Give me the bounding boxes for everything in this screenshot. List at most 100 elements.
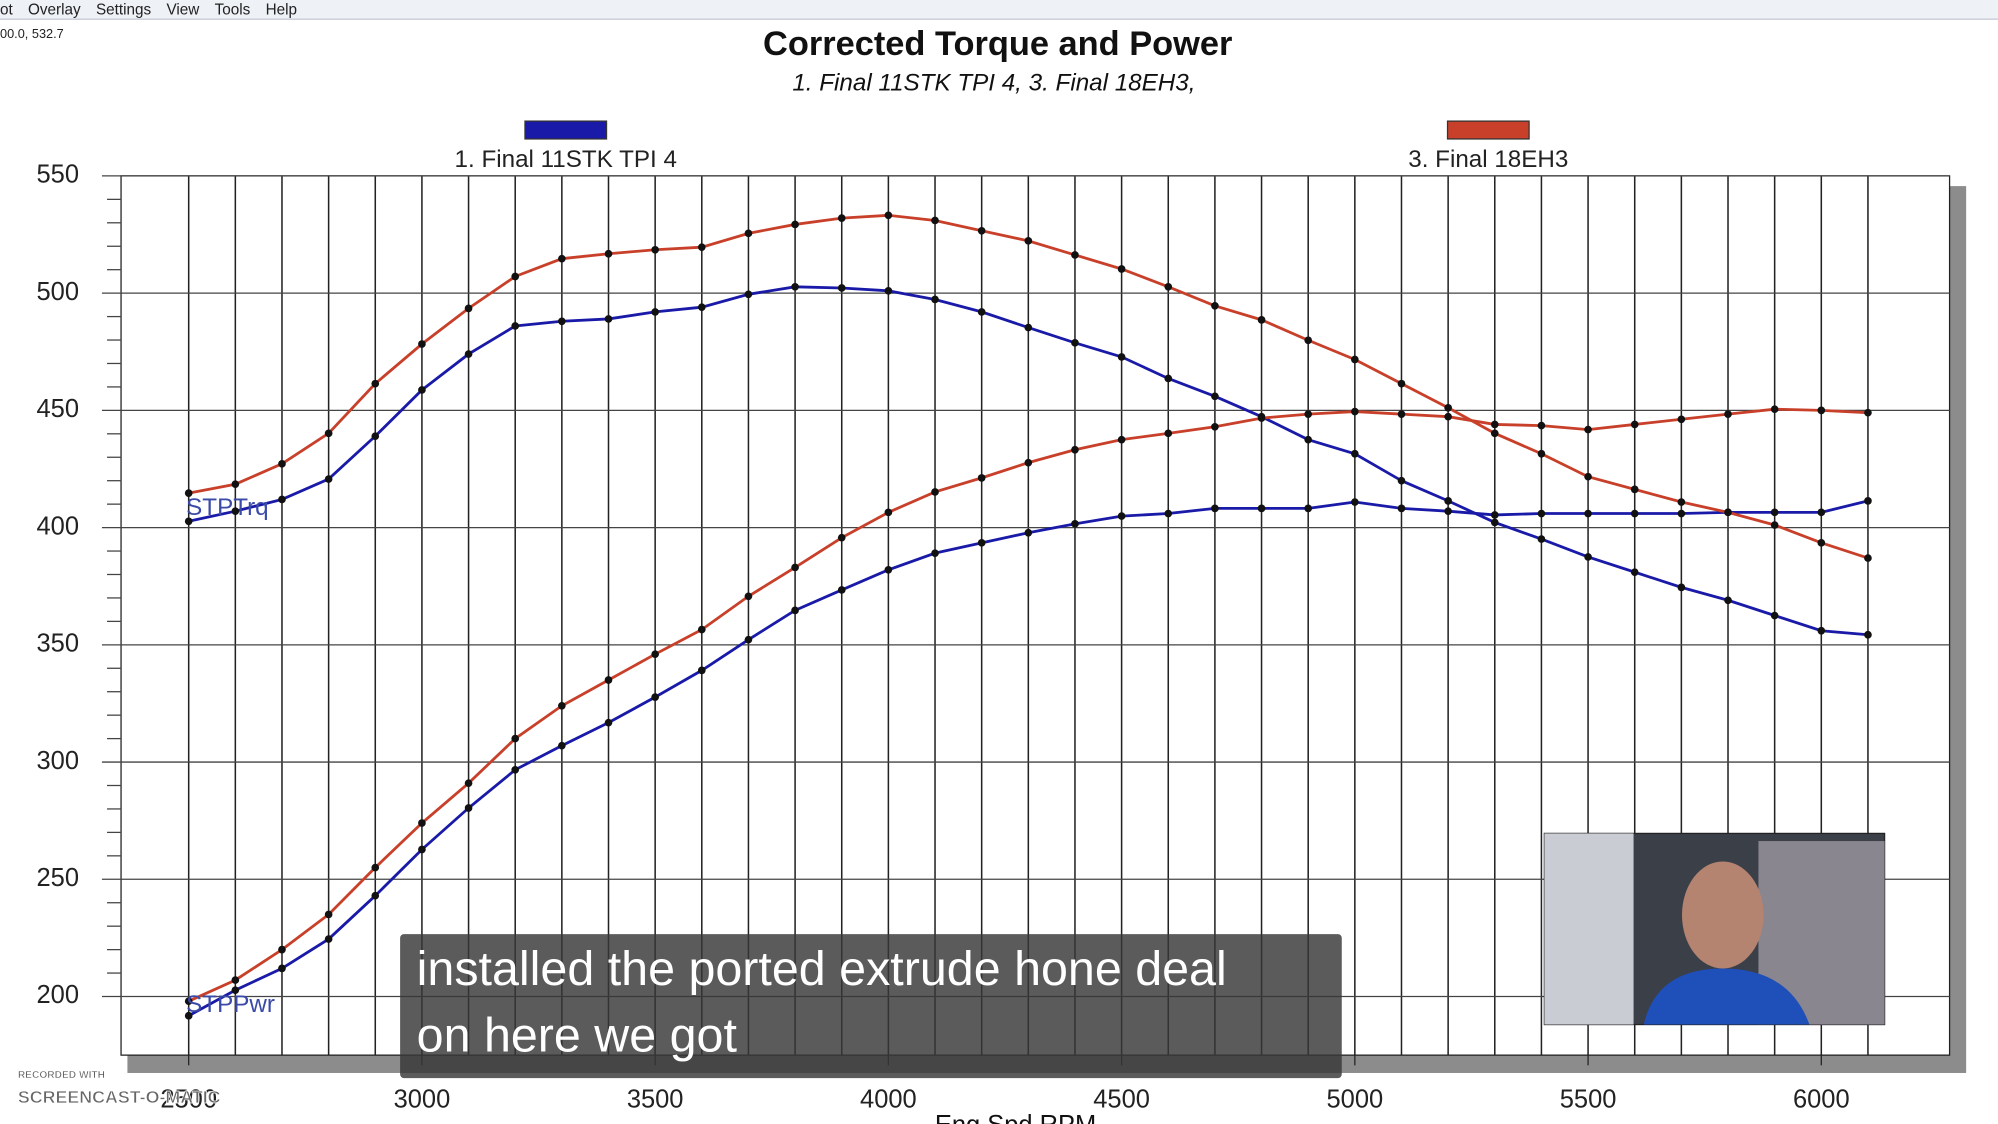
data-point (1211, 301, 1219, 310)
data-point (1444, 507, 1452, 516)
x-tick-label: 5000 (1327, 1086, 1384, 1114)
x-tick-label: 2500 (160, 1086, 217, 1114)
data-point (511, 322, 520, 330)
data-point (278, 495, 286, 504)
data-point (697, 243, 706, 252)
menu-item[interactable]: Settings (96, 1, 152, 18)
data-point (184, 997, 193, 1006)
data-point (1490, 429, 1499, 438)
data-point (1257, 414, 1266, 422)
data-point (558, 254, 566, 263)
webcam-shirt (1643, 968, 1810, 1025)
data-point (1351, 449, 1359, 458)
data-point (931, 549, 939, 557)
data-point (371, 379, 380, 388)
data-point (371, 891, 380, 900)
data-point (418, 386, 426, 394)
data-point (1490, 420, 1499, 429)
data-point (1397, 504, 1406, 513)
y-tick-label: 300 (37, 747, 80, 775)
data-point (884, 508, 893, 517)
x-tick-label: 3500 (627, 1086, 684, 1114)
data-point (1677, 415, 1686, 424)
data-point (1304, 504, 1313, 513)
data-point (371, 863, 380, 872)
data-point (604, 315, 613, 323)
data-point (558, 701, 566, 710)
data-point (511, 765, 520, 774)
y-tick-label: 350 (37, 630, 80, 658)
data-point (1630, 568, 1639, 576)
data-point (558, 741, 566, 750)
webcam-face (1681, 861, 1764, 969)
menu-item[interactable]: Overlay (28, 1, 81, 18)
menu-item[interactable]: View (166, 1, 200, 18)
data-point (837, 586, 846, 594)
data-point (1537, 421, 1546, 430)
data-point (184, 517, 193, 526)
menu-item[interactable]: Help (266, 1, 297, 18)
data-point (1864, 630, 1872, 639)
menu: ot Overlay Settings View Tools Help (0, 1, 297, 18)
data-point (1444, 497, 1452, 505)
data-point (558, 317, 566, 326)
menu-item[interactable]: ot (0, 1, 13, 18)
data-point (1677, 498, 1686, 506)
data-point (791, 563, 799, 572)
data-point (1817, 406, 1826, 415)
data-point (231, 986, 240, 995)
data-point (1444, 412, 1452, 421)
data-point (1117, 435, 1126, 444)
data-point (464, 779, 473, 787)
x-tick-label: 4500 (1093, 1086, 1150, 1114)
data-point (977, 539, 986, 547)
data-point (697, 303, 706, 312)
data-point (1630, 420, 1639, 429)
data-point (884, 286, 893, 295)
data-point (1164, 509, 1173, 518)
data-point (1677, 583, 1686, 592)
data-point (791, 606, 799, 615)
data-point (1304, 336, 1313, 345)
data-point (1630, 509, 1639, 518)
menu-item[interactable]: Tools (215, 1, 251, 18)
data-point (604, 249, 613, 258)
data-point (1537, 535, 1546, 543)
curve-label: STPTrq (186, 494, 268, 521)
data-point (1024, 237, 1033, 245)
data-point (184, 1011, 193, 1020)
data-point (324, 429, 333, 438)
data-point (1164, 374, 1173, 383)
data-point (1490, 511, 1499, 519)
x-tick-label: 4000 (860, 1086, 917, 1114)
data-point (744, 592, 753, 601)
data-point (1351, 407, 1359, 416)
chart: 200 250 300 350 400 450 500 550 2500 3000 3500 4000… (37, 120, 1950, 1114)
data-point (697, 625, 706, 634)
data-point (231, 507, 240, 516)
y-tick-label: 500 (37, 278, 80, 306)
data-point (1117, 512, 1126, 520)
data-point (1257, 504, 1266, 513)
data-point (1770, 508, 1779, 517)
y-tick-label: 250 (37, 864, 80, 892)
data-point (1257, 316, 1266, 324)
data-point (418, 340, 426, 348)
data-point (1770, 611, 1779, 620)
data-point (977, 474, 986, 482)
data-point (651, 650, 659, 659)
watermark: SCREENCAST-O-MATIC (18, 1087, 221, 1107)
data-point (1351, 355, 1359, 364)
data-point (604, 718, 613, 727)
data-point (1117, 353, 1126, 361)
data-point (744, 290, 753, 299)
data-point (1817, 626, 1826, 635)
data-point (1724, 508, 1732, 517)
legend-label: 3. Final 18EH3 (1408, 146, 1568, 173)
data-point (791, 282, 799, 291)
data-point (1584, 425, 1592, 434)
data-point (884, 211, 893, 220)
data-point (931, 295, 939, 304)
data-point (651, 693, 659, 701)
data-point (278, 460, 286, 468)
